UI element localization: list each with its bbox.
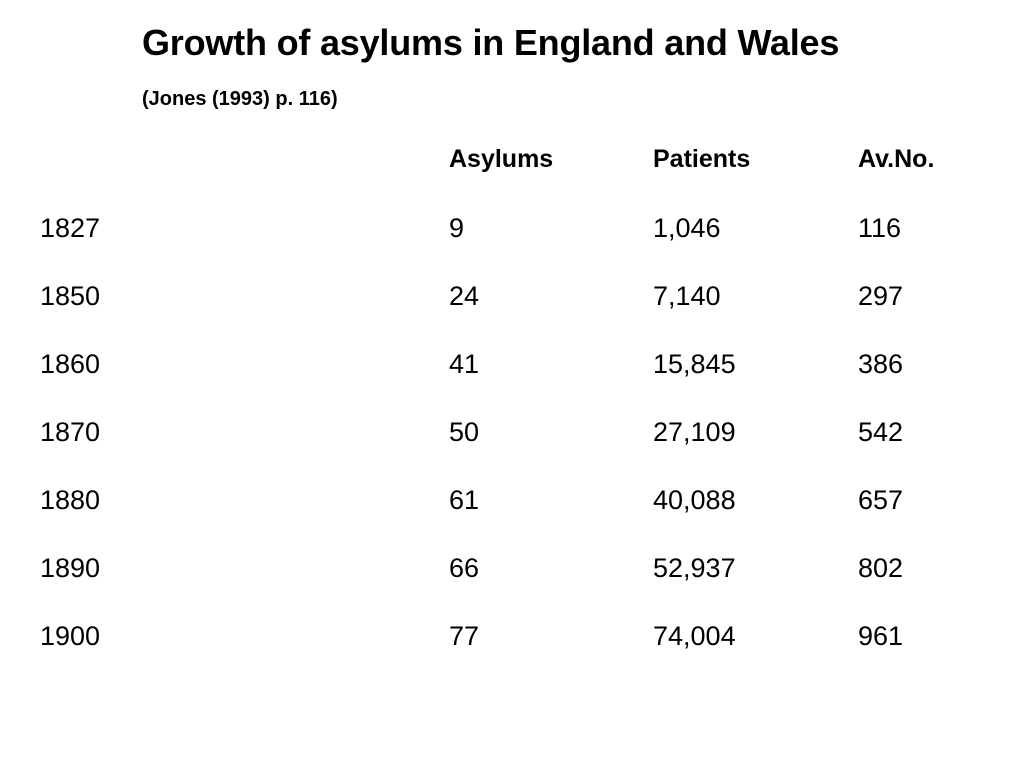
cell-year: 1827 <box>40 213 101 243</box>
cell-year: 1860 <box>40 349 101 379</box>
cell-av-no: 657 <box>858 485 904 515</box>
cell-asylums: 24 <box>449 281 480 311</box>
cell-patients: 27,109 <box>653 417 736 447</box>
cell-year: 1880 <box>40 485 101 515</box>
cell-asylums: 61 <box>449 485 480 515</box>
cell-year: 1870 <box>40 417 101 447</box>
cell-patients: 1,046 <box>653 213 721 243</box>
header-av-no: Av.No. <box>858 145 935 173</box>
cell-asylums: 50 <box>449 417 480 447</box>
header-patients: Patients <box>653 145 751 173</box>
page-title: Growth of asylums in England and Wales <box>142 22 840 63</box>
cell-year: 1900 <box>40 621 101 651</box>
cell-av-no: 116 <box>858 213 902 243</box>
cell-patients: 52,937 <box>653 553 736 583</box>
cell-year: 1850 <box>40 281 101 311</box>
header-asylums: Asylums <box>449 145 554 173</box>
cell-av-no: 386 <box>858 349 904 379</box>
cell-year: 1890 <box>40 553 101 583</box>
cell-av-no: 802 <box>858 553 904 583</box>
cell-patients: 40,088 <box>653 485 736 515</box>
cell-av-no: 961 <box>858 621 904 651</box>
cell-patients: 74,004 <box>653 621 736 651</box>
cell-asylums: 41 <box>449 349 480 379</box>
cell-av-no: 297 <box>858 281 904 311</box>
cell-av-no: 542 <box>858 417 904 447</box>
cell-patients: 15,845 <box>653 349 736 379</box>
cell-asylums: 77 <box>449 621 480 651</box>
cell-asylums: 66 <box>449 553 480 583</box>
cell-asylums: 9 <box>449 213 465 243</box>
cell-patients: 7,140 <box>653 281 721 311</box>
source-citation: (Jones (1993) p. 116) <box>142 88 338 110</box>
